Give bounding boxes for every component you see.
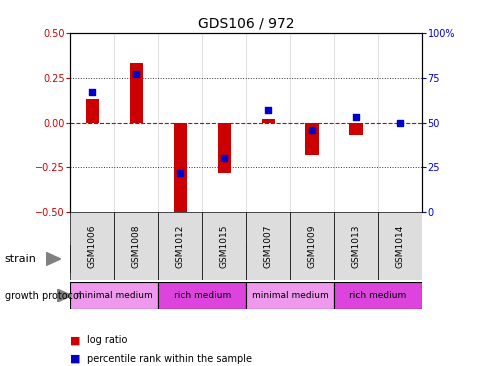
Text: snf2 deletion: snf2 deletion xyxy=(297,254,370,264)
Bar xyxy=(114,212,158,280)
Text: GSM1015: GSM1015 xyxy=(219,224,228,268)
Polygon shape xyxy=(57,289,72,302)
Text: log ratio: log ratio xyxy=(87,335,127,346)
Text: GSM1008: GSM1008 xyxy=(132,224,140,268)
Text: GSM1014: GSM1014 xyxy=(394,224,404,268)
Bar xyxy=(333,212,377,280)
Point xyxy=(395,120,403,126)
Point xyxy=(88,89,96,95)
Text: percentile rank within the sample: percentile rank within the sample xyxy=(87,354,252,364)
Bar xyxy=(86,99,99,123)
Bar xyxy=(70,282,158,309)
Text: swi1 deletion: swi1 deletion xyxy=(121,254,195,264)
Bar xyxy=(348,123,362,135)
Bar xyxy=(217,123,230,173)
Text: ■: ■ xyxy=(70,335,81,346)
Bar xyxy=(129,63,143,123)
Bar xyxy=(289,212,333,280)
Bar xyxy=(202,212,245,280)
Bar xyxy=(245,212,289,280)
Text: rich medium: rich medium xyxy=(348,291,406,300)
Text: GSM1007: GSM1007 xyxy=(263,224,272,268)
Text: strain: strain xyxy=(5,254,37,264)
Title: GDS106 / 972: GDS106 / 972 xyxy=(197,16,294,30)
Polygon shape xyxy=(46,253,60,266)
Text: GSM1012: GSM1012 xyxy=(175,224,184,268)
Point xyxy=(220,156,227,161)
Point xyxy=(307,127,315,133)
Text: GSM1013: GSM1013 xyxy=(351,224,360,268)
Text: minimal medium: minimal medium xyxy=(251,291,328,300)
Bar xyxy=(245,245,421,273)
Point xyxy=(176,170,184,176)
Bar xyxy=(70,245,245,273)
Bar xyxy=(158,282,245,309)
Bar xyxy=(245,282,333,309)
Bar xyxy=(305,123,318,155)
Bar xyxy=(70,212,114,280)
Point xyxy=(132,71,140,77)
Bar xyxy=(173,123,186,212)
Point xyxy=(351,114,359,120)
Bar xyxy=(261,119,274,123)
Text: minimal medium: minimal medium xyxy=(76,291,152,300)
Text: GSM1006: GSM1006 xyxy=(88,224,97,268)
Text: GSM1009: GSM1009 xyxy=(307,224,316,268)
Text: growth protocol: growth protocol xyxy=(5,291,81,300)
Text: rich medium: rich medium xyxy=(173,291,230,300)
Bar xyxy=(377,212,421,280)
Bar xyxy=(158,212,202,280)
Text: ■: ■ xyxy=(70,354,81,364)
Bar xyxy=(333,282,421,309)
Point xyxy=(264,107,272,113)
